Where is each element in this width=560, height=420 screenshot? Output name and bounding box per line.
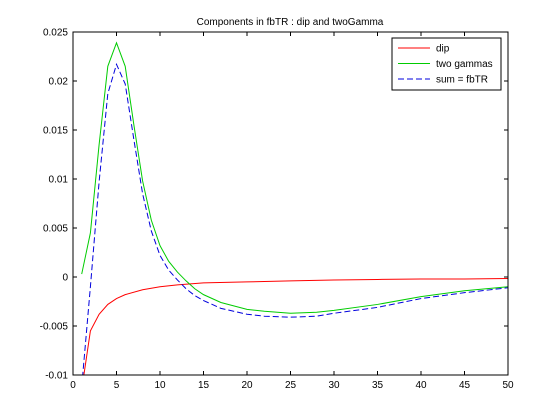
x-tick-label: 40 xyxy=(415,380,427,391)
x-tick-label: 35 xyxy=(372,380,384,391)
x-tick-label: 10 xyxy=(154,380,166,391)
series-line-1 xyxy=(83,277,508,375)
legend-label-1: dip xyxy=(436,44,450,55)
x-tick-label: 20 xyxy=(241,380,253,391)
series-layer xyxy=(81,41,508,375)
x-tick-label: 25 xyxy=(285,380,297,391)
y-tick-label: -0.005 xyxy=(40,322,69,333)
series-line-3 xyxy=(82,62,508,375)
x-tick-label: 50 xyxy=(502,380,514,391)
x-tick-label: 5 xyxy=(114,380,120,391)
x-tick-label: 30 xyxy=(328,380,340,391)
y-tick-label: 0.005 xyxy=(43,224,68,235)
chart-title: Components in fbTR : dip and twoGamma xyxy=(197,17,384,28)
y-tick-label: -0.01 xyxy=(45,371,68,382)
y-tick-label: 0.02 xyxy=(49,77,69,88)
y-tick-label: 0.025 xyxy=(43,28,68,39)
legend-label-3: sum = fbTR xyxy=(436,75,488,86)
y-tick-label: 0 xyxy=(62,273,68,284)
legend: dip two gammas sum = fbTR xyxy=(391,37,502,91)
y-tick-label: 0.015 xyxy=(43,126,68,137)
x-tick-label: 15 xyxy=(198,380,210,391)
legend-label-2: two gammas xyxy=(436,59,493,70)
x-tick-label: 0 xyxy=(70,380,76,391)
y-tick-label: 0.01 xyxy=(49,175,69,186)
axis-layer: 0 5 10 15 20 25 30 35 40 45 50 -0.01 -0.005 0 0.005 0.0… xyxy=(40,28,514,392)
series-line-2 xyxy=(81,41,508,314)
x-tick-label: 45 xyxy=(459,380,471,391)
